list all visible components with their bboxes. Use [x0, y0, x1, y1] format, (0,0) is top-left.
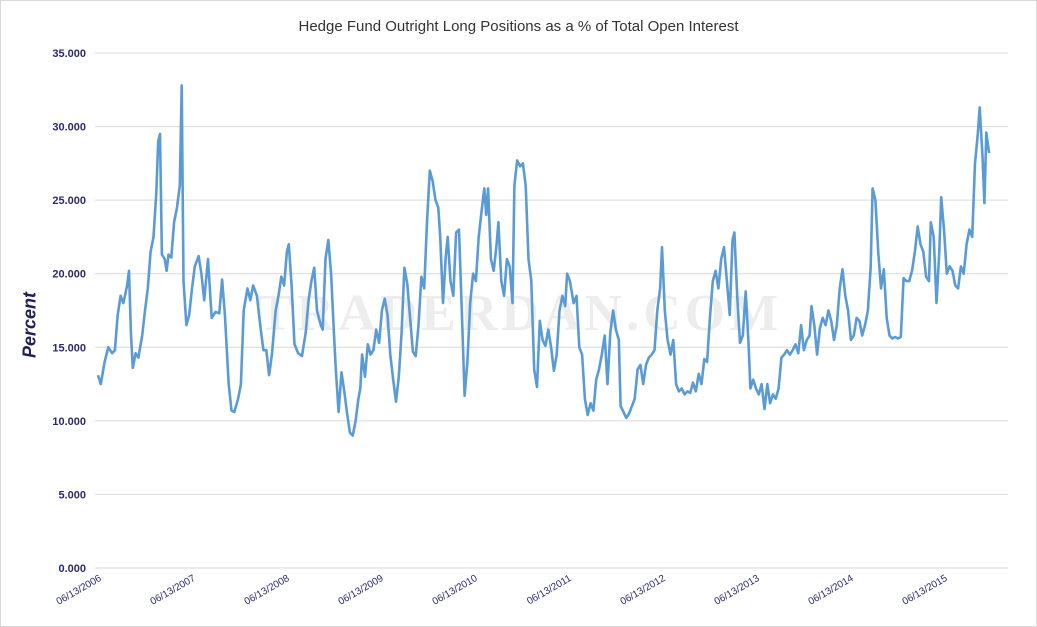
x-tick-label: 06/13/2008: [243, 573, 292, 608]
series-layer: [96, 84, 991, 437]
chart-title: Hedge Fund Outright Long Positions as a …: [298, 18, 739, 35]
x-tick-label: 06/13/2012: [619, 573, 668, 608]
x-tick-label: 06/13/2014: [807, 573, 856, 608]
y-tick-label: 25.000: [52, 195, 86, 207]
y-tick-label: 35.000: [52, 48, 86, 60]
y-tick-label: 30.000: [52, 122, 86, 134]
watermark: TRADERDAN.COM: [257, 285, 783, 342]
y-tick-label: 15.000: [52, 342, 86, 354]
x-tick-label: 06/13/2010: [431, 573, 480, 608]
series-line: [96, 84, 991, 437]
x-tick-label: 06/13/2006: [55, 573, 104, 608]
y-tick-label: 5.000: [58, 489, 86, 501]
y-tick-label: 0.000: [58, 563, 86, 575]
x-tick-label: 06/13/2007: [149, 573, 198, 608]
gridlines: [95, 52, 1008, 569]
x-tick-labels: 06/13/2006 06/13/2007 06/13/2008 06/13/2009…: [55, 573, 950, 608]
x-tick-label: 06/13/2011: [525, 573, 574, 607]
y-tick-label: 10.000: [52, 416, 86, 428]
x-tick-label: 06/13/2013: [713, 573, 762, 608]
y-tick-labels: 0.000 5.000 10.000 15.000 20.000 25.000 30.000…: [52, 48, 86, 575]
x-tick-label: 06/13/2009: [337, 573, 386, 608]
x-tick-label: 06/13/2015: [901, 573, 950, 608]
y-tick-label: 20.000: [52, 269, 86, 281]
